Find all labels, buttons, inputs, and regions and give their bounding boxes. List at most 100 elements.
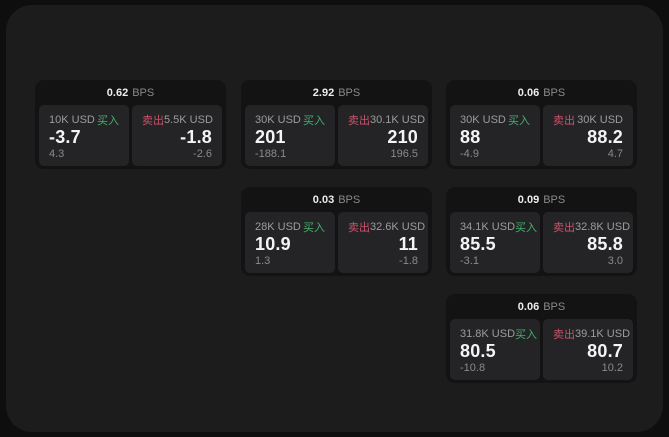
buy-delta-value: -188.1 <box>255 147 287 160</box>
sell-quote-top-row: 卖出 32.8K USD <box>553 219 630 235</box>
buy-price-value: 201 <box>255 127 286 147</box>
bps-unit-label: BPS <box>132 86 155 99</box>
sell-size-label: 5.5K USD <box>164 114 213 126</box>
sell-quote[interactable]: 卖出 32.8K USD 85.8 3.0 <box>543 212 633 273</box>
sell-side-label: 卖出 <box>553 222 575 234</box>
buy-size-label: 10K USD <box>49 114 95 126</box>
sell-price-value: -1.8 <box>180 127 212 147</box>
buy-side-label: 买入 <box>515 222 538 234</box>
quote-card: 0.03 BPS 28K USD 买入 10.9 1.3 卖出 32.6K US… <box>241 187 432 276</box>
bps-value: 0.03 <box>312 193 335 206</box>
buy-quote[interactable]: 10K USD 买入 -3.7 4.3 <box>39 105 129 166</box>
buy-quote[interactable]: 28K USD 买入 10.9 1.3 <box>245 212 335 273</box>
bps-value: 0.06 <box>517 300 540 313</box>
sell-quote[interactable]: 卖出 39.1K USD 80.7 10.2 <box>543 319 633 380</box>
sell-quote[interactable]: 卖出 5.5K USD -1.8 -2.6 <box>132 105 222 166</box>
sell-delta-value: 196.5 <box>390 147 418 160</box>
buy-side-label: 买入 <box>515 329 538 341</box>
sell-quote-top-row: 卖出 30.1K USD <box>348 112 425 128</box>
quote-card-body: 30K USD 买入 88 -4.9 卖出 30K USD 88.2 4.7 <box>446 105 637 170</box>
sell-quote[interactable]: 卖出 32.6K USD 11 -1.8 <box>338 212 428 273</box>
buy-size-label: 30K USD <box>460 114 506 126</box>
buy-price-value: 80.5 <box>460 341 496 361</box>
buy-delta-value: 4.3 <box>49 147 65 160</box>
buy-price-value: 85.5 <box>460 234 496 254</box>
sell-price-value: 88.2 <box>587 127 623 147</box>
sell-delta-value: 3.0 <box>607 254 623 267</box>
buy-quote-top-row: 30K USD 买入 <box>255 112 325 128</box>
buy-size-label: 30K USD <box>255 114 301 126</box>
bps-value: 0.09 <box>517 193 540 206</box>
sell-delta-value: -1.8 <box>399 254 418 267</box>
buy-delta-value: -4.9 <box>460 147 479 160</box>
sell-delta-value: 10.2 <box>601 361 623 374</box>
bps-value: 0.62 <box>106 86 129 99</box>
bps-unit-label: BPS <box>338 86 361 99</box>
buy-size-label: 34.1K USD <box>460 221 516 233</box>
quotes-panel: 0.62 BPS 10K USD 买入 -3.7 4.3 卖出 5.5K USD… <box>6 5 663 432</box>
sell-quote-top-row: 卖出 30K USD <box>553 112 623 128</box>
buy-quote-top-row: 10K USD 买入 <box>49 112 119 128</box>
bps-header: 0.03 BPS <box>241 187 432 212</box>
sell-size-label: 32.8K USD <box>575 221 631 233</box>
sell-side-label: 卖出 <box>553 329 575 341</box>
sell-quote[interactable]: 卖出 30.1K USD 210 196.5 <box>338 105 428 166</box>
quote-card-body: 34.1K USD 买入 85.5 -3.1 卖出 32.8K USD 85.8… <box>446 212 637 277</box>
sell-price-value: 85.8 <box>587 234 623 254</box>
quote-card-body: 30K USD 买入 201 -188.1 卖出 30.1K USD 210 1… <box>241 105 432 170</box>
buy-side-label: 买入 <box>508 115 530 127</box>
sell-size-label: 32.6K USD <box>370 221 426 233</box>
sell-price-value: 11 <box>398 234 418 254</box>
sell-size-label: 30.1K USD <box>370 114 426 126</box>
sell-delta-value: 4.7 <box>607 147 623 160</box>
quote-card: 0.06 BPS 30K USD 买入 88 -4.9 卖出 30K USD 8… <box>446 80 637 169</box>
buy-price-value: -3.7 <box>49 127 81 147</box>
buy-quote-top-row: 31.8K USD 买入 <box>460 326 537 342</box>
sell-side-label: 卖出 <box>348 222 370 234</box>
sell-side-label: 卖出 <box>553 115 575 127</box>
buy-delta-value: 1.3 <box>255 254 271 267</box>
bps-value: 0.06 <box>517 86 540 99</box>
buy-quote-top-row: 28K USD 买入 <box>255 219 325 235</box>
bps-unit-label: BPS <box>543 300 566 313</box>
buy-size-label: 28K USD <box>255 221 301 233</box>
sell-side-label: 卖出 <box>142 115 164 127</box>
bps-unit-label: BPS <box>338 193 361 206</box>
sell-price-value: 210 <box>387 127 418 147</box>
bps-value: 2.92 <box>312 86 335 99</box>
sell-quote-top-row: 卖出 5.5K USD <box>142 112 213 128</box>
buy-quote[interactable]: 34.1K USD 买入 85.5 -3.1 <box>450 212 540 273</box>
buy-side-label: 买入 <box>303 222 325 234</box>
bps-unit-label: BPS <box>543 86 566 99</box>
buy-price-value: 88 <box>460 127 481 147</box>
bps-header: 0.62 BPS <box>35 80 226 105</box>
sell-quote-top-row: 卖出 32.6K USD <box>348 219 425 235</box>
buy-side-label: 买入 <box>303 115 325 127</box>
quote-card: 0.62 BPS 10K USD 买入 -3.7 4.3 卖出 5.5K USD… <box>35 80 226 169</box>
bps-header: 0.06 BPS <box>446 294 637 319</box>
quote-card: 0.09 BPS 34.1K USD 买入 85.5 -3.1 卖出 32.8K… <box>446 187 637 276</box>
bps-header: 2.92 BPS <box>241 80 432 105</box>
sell-quote-top-row: 卖出 39.1K USD <box>553 326 630 342</box>
sell-price-value: 80.7 <box>587 341 623 361</box>
buy-price-value: 10.9 <box>255 234 291 254</box>
buy-size-label: 31.8K USD <box>460 328 516 340</box>
sell-size-label: 39.1K USD <box>575 328 631 340</box>
buy-delta-value: -3.1 <box>460 254 479 267</box>
sell-quote[interactable]: 卖出 30K USD 88.2 4.7 <box>543 105 633 166</box>
buy-quote[interactable]: 30K USD 买入 201 -188.1 <box>245 105 335 166</box>
bps-header: 0.06 BPS <box>446 80 637 105</box>
buy-quote-top-row: 34.1K USD 买入 <box>460 219 537 235</box>
quote-card: 2.92 BPS 30K USD 买入 201 -188.1 卖出 30.1K … <box>241 80 432 169</box>
quote-card-body: 10K USD 买入 -3.7 4.3 卖出 5.5K USD -1.8 -2.… <box>35 105 226 170</box>
buy-side-label: 买入 <box>97 115 119 127</box>
buy-quote[interactable]: 31.8K USD 买入 80.5 -10.8 <box>450 319 540 380</box>
sell-delta-value: -2.6 <box>193 147 212 160</box>
buy-quote-top-row: 30K USD 买入 <box>460 112 530 128</box>
bps-unit-label: BPS <box>543 193 566 206</box>
buy-quote[interactable]: 30K USD 买入 88 -4.9 <box>450 105 540 166</box>
sell-side-label: 卖出 <box>348 115 370 127</box>
quote-card-body: 28K USD 买入 10.9 1.3 卖出 32.6K USD 11 -1.8 <box>241 212 432 277</box>
bps-header: 0.09 BPS <box>446 187 637 212</box>
quote-card: 0.06 BPS 31.8K USD 买入 80.5 -10.8 卖出 39.1… <box>446 294 637 383</box>
